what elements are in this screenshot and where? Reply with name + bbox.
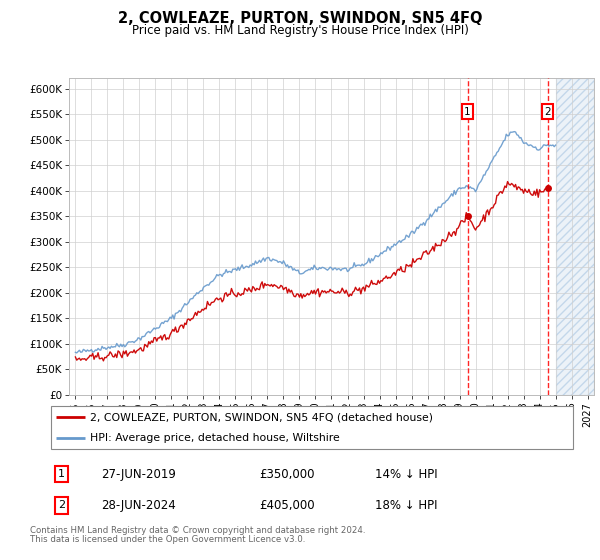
Text: 1: 1	[464, 106, 471, 116]
Text: 28-JUN-2024: 28-JUN-2024	[101, 499, 176, 512]
Text: 2, COWLEAZE, PURTON, SWINDON, SN5 4FQ (detached house): 2, COWLEAZE, PURTON, SWINDON, SN5 4FQ (d…	[90, 412, 433, 422]
Bar	[556, 78, 594, 395]
Text: Price paid vs. HM Land Registry's House Price Index (HPI): Price paid vs. HM Land Registry's House …	[131, 24, 469, 37]
Text: 14% ↓ HPI: 14% ↓ HPI	[376, 468, 438, 481]
FancyBboxPatch shape	[50, 406, 574, 449]
Text: 18% ↓ HPI: 18% ↓ HPI	[376, 499, 438, 512]
Text: 2, COWLEAZE, PURTON, SWINDON, SN5 4FQ: 2, COWLEAZE, PURTON, SWINDON, SN5 4FQ	[118, 11, 482, 26]
Bar	[556, 78, 594, 395]
Text: £350,000: £350,000	[259, 468, 315, 481]
Text: This data is licensed under the Open Government Licence v3.0.: This data is licensed under the Open Gov…	[30, 535, 305, 544]
Text: 2: 2	[58, 501, 65, 510]
Text: HPI: Average price, detached house, Wiltshire: HPI: Average price, detached house, Wilt…	[90, 433, 340, 444]
Text: 1: 1	[58, 469, 65, 479]
Text: Contains HM Land Registry data © Crown copyright and database right 2024.: Contains HM Land Registry data © Crown c…	[30, 526, 365, 535]
Text: 27-JUN-2019: 27-JUN-2019	[101, 468, 176, 481]
Text: 2: 2	[544, 106, 551, 116]
Text: £405,000: £405,000	[259, 499, 315, 512]
